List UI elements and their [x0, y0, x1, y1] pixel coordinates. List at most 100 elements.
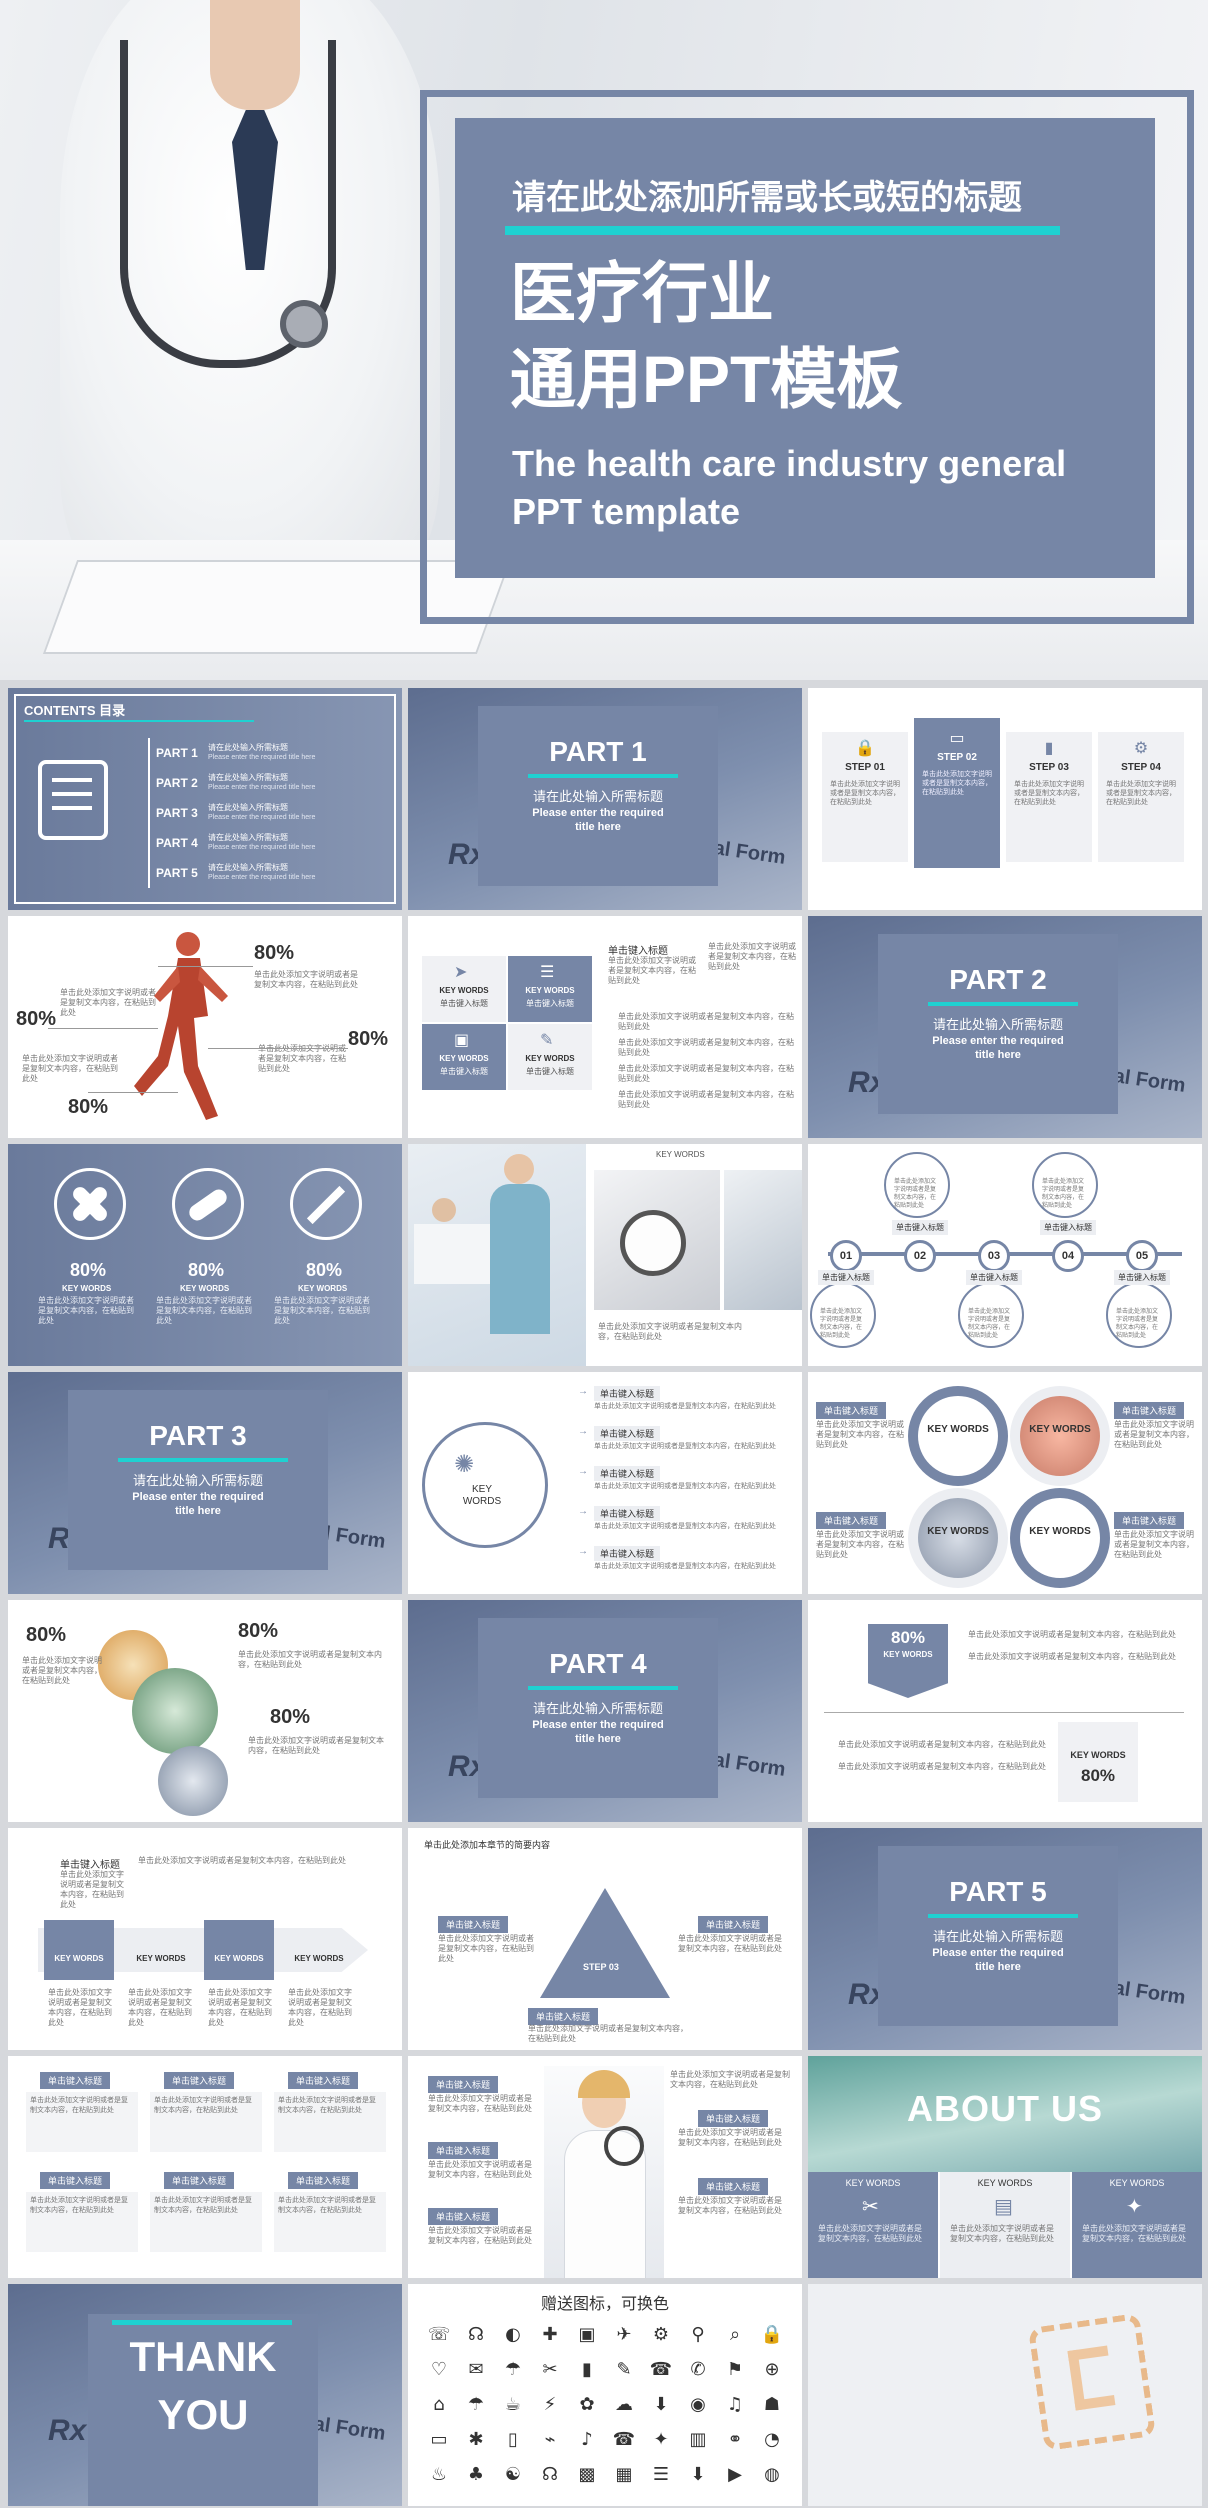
sheet-icon: 🔒 [760, 2324, 784, 2345]
contents-line [24, 720, 254, 722]
sheet-icon: ✆ [690, 2359, 706, 2380]
slide-steps: 🔒 STEP 01 单击此处添加文字说明或者是复制文本内容，在粘贴到此处 ▭ STEP … [808, 688, 1202, 910]
sheet-icon: ⚙ [652, 2324, 670, 2345]
sheet-icon: ✎ [616, 2359, 632, 2380]
contents-divider [148, 738, 150, 888]
sheet-icon: ☂ [504, 2359, 522, 2380]
part-subtitle: 请在此处输入所需标题 [532, 789, 663, 804]
text-1: 单击此处添加文字说明或者是复制文本内容，在粘贴到此处 [254, 970, 358, 989]
hero-frame [420, 90, 1194, 624]
contents-item: PART 3 请在此处输入所需标题 Please enter the require… [156, 803, 316, 821]
grid-cell: 单击键入标题 单击此处添加文字说明或者是复制文本内容，在粘贴到此处 [274, 2172, 386, 2262]
you-text: YOU [157, 2391, 249, 2438]
sheet-icon: ✿ [579, 2394, 595, 2415]
hero-title-line2: 通用PPT模板 [510, 342, 903, 416]
slide-arrow-process: 单击键入标题 单击此处添加文字说明或者是复制文本内容，在粘贴到此处 单击此处添加… [8, 1828, 402, 2050]
sheet-icon: ♫ [726, 2394, 744, 2415]
slide-part-3: Rx Medical Form PART 3 请在此处输入所需标题 Please… [8, 1372, 402, 1594]
sheet-icon: ♨ [430, 2464, 448, 2485]
sheet-icon: ⌕ [729, 2324, 741, 2345]
arrow-icon: → [578, 1466, 588, 1477]
contents-item: PART 5 请在此处输入所需标题 Please enter the require… [156, 863, 316, 881]
part-box: PART 2 请在此处输入所需标题 Please enter the requi… [878, 934, 1118, 1114]
pct-1: 80% [254, 942, 295, 964]
sheet-icon: ♡ [430, 2359, 448, 2380]
slide-keywords-grid: ➤ KEY WORDS 单击键入标题 ☰ KEY WORDS 单击键入标题 ▣ … [408, 916, 802, 1138]
part-box: PART 5 请在此处输入所需标题 Please enter the requi… [878, 1846, 1118, 2026]
timeline-node: 03 [978, 1240, 1010, 1272]
timeline-node: 01 [830, 1240, 862, 1272]
document-icon: ▤ [994, 2196, 1013, 2218]
sheet-icon: ☂ [467, 2394, 485, 2415]
hero-subtitle: 请在此处添加所需或长或短的标题 [512, 179, 1022, 217]
sheet-icon: ☁ [615, 2394, 633, 2415]
grid-cell: 单击键入标题 单击此处添加文字说明或者是复制文本内容，在粘贴到此处 [26, 2072, 138, 2162]
slide-nurse-portrait: 单击键入标题 单击此处添加文字说明或者是复制文本内容，在粘贴到此处 单击键入标题… [408, 2056, 802, 2278]
sheet-icon: ✱ [468, 2429, 484, 2450]
kw-title: 单击键入标题 [608, 946, 668, 957]
pct-3: 80% [348, 1028, 389, 1050]
sheet-icon: ✂ [542, 2359, 558, 2380]
sheet-icon: ♣ [467, 2464, 485, 2485]
kw-box-bottom [1058, 1722, 1138, 1802]
icons-title: 赠送图标，可换色 [540, 2296, 669, 2313]
grid-cell: 单击键入标题 单击此处添加文字说明或者是复制文本内容，在粘贴到此处 [150, 2172, 262, 2262]
sheet-icon: ⌂ [433, 2394, 445, 2415]
hero-title: 医疗行业 通用PPT模板 [510, 250, 902, 422]
timeline-circle: 单击此处添加文字说明或者是复制文本内容，在粘贴到此处 [958, 1282, 1024, 1348]
pen-icon: ✎ [540, 1032, 554, 1049]
operating-room-photo [808, 2056, 1202, 2172]
hero-english-line1: The health care industry general [512, 443, 1067, 484]
sheet-icon: ▥ [689, 2429, 707, 2450]
sheet-icon: ✦ [653, 2429, 669, 2450]
slide-keyword-ring: ✺ KEY WORDS → 单击键入标题 单击此处添加文字说明或者是复制文本内容，在… [408, 1372, 802, 1594]
timeline-node: 02 [904, 1240, 936, 1272]
hero-slide: 请在此处添加所需或长或短的标题 医疗行业 通用PPT模板 The health … [0, 0, 1208, 680]
timeline-node: 05 [1126, 1240, 1158, 1272]
part-line [528, 774, 678, 778]
step-column: ▭ STEP 02 单击此处添加文字说明或者是复制文本内容，在粘贴到此处 [914, 718, 1000, 868]
timeline-label: 单击键入标题 [892, 1220, 948, 1235]
syringe-icon [290, 1168, 362, 1240]
battery-icon: ▮ [1044, 740, 1054, 757]
hero-title-line1: 医疗行业 [510, 256, 774, 330]
contents-item: PART 1 请在此处输入所需标题 Please enter the require… [156, 743, 316, 761]
hero-english-line2: PPT template [512, 491, 741, 532]
contents-list: PART 1 请在此处输入所需标题 Please enter the require… [156, 740, 396, 890]
grid-cell: 单击键入标题 单击此处添加文字说明或者是复制文本内容，在粘贴到此处 [26, 2172, 138, 2262]
sheet-icon: ◉ [690, 2394, 706, 2415]
sheet-icon: ▭ [430, 2429, 448, 2450]
timeline-circle: 单击此处添加文字说明或者是复制文本内容，在粘贴到此处 [884, 1152, 950, 1218]
contents-heading: CONTENTS 目录 [24, 703, 126, 718]
sheet-icon: ☊ [468, 2324, 484, 2345]
lock-icon: 🔒 [855, 740, 875, 757]
slide-lab-photos: 80% 80% 80% 单击此处添加文字说明或者是复制文本内容，在粘贴到此处 单… [8, 1600, 402, 1822]
timeline-node: 04 [1052, 1240, 1084, 1272]
kw-tile-1: ➤ KEY WORDS 单击键入标题 [422, 956, 506, 1022]
lab-photo-3 [158, 1746, 228, 1816]
timeline-circle: 单击此处添加文字说明或者是复制文本内容，在粘贴到此处 [810, 1282, 876, 1348]
steps-row: 🔒 STEP 01 单击此处添加文字说明或者是复制文本内容，在粘贴到此处 ▭ STEP … [808, 688, 1202, 910]
pct-2: 80% [16, 1008, 57, 1030]
sheet-icon: ✉ [468, 2359, 484, 2380]
sheet-icon: ⚑ [726, 2359, 744, 2380]
virus-icon: ✺ [454, 1451, 475, 1478]
slide-icon-sheet: 赠送图标，可换色 ☏ ☊ ◐ ✚ ▣ ✈ ⚙ ⚲ ⌕ 🔒 ♡ ✉ ☂ ✂ ▮ ✎ ☎ ✆ ⚑ ⊕ ⌂ ☂ ☕ ⚡ ✿ ☁ ⬇ ◉ ♫ ☗ ▭… [408, 2284, 802, 2506]
part-box: PART 4 请在此处输入所需标题 Please enter the requi… [478, 1618, 718, 1798]
sheet-icon: ◐ [505, 2324, 521, 2345]
sheet-icon: ♪ [581, 2429, 593, 2450]
grid-cell: 单击键入标题 单击此处添加文字说明或者是复制文本内容，在粘贴到此处 [150, 2072, 262, 2162]
part-title: PART 1 [549, 736, 647, 767]
sheet-icon: ▦ [615, 2464, 633, 2485]
part-en: Please enter the required title here [532, 807, 664, 833]
sheet-icon: ☯ [504, 2464, 522, 2485]
slide-step-triangle: 单击此处添加本章节的简要内容 STEP 01 STEP 02 STEP 03 单… [408, 1828, 802, 2050]
sheet-icon: ⬇ [690, 2464, 706, 2485]
slide-grid-six: 单击键入标题 单击此处添加文字说明或者是复制文本内容，在粘贴到此处 单击键入标题 单击… [8, 2056, 402, 2278]
watermark-area [808, 2284, 1202, 2506]
scissors-icon: ✂ [862, 2196, 879, 2218]
sheet-icon: ☎ [612, 2429, 636, 2450]
grid-cell: 单击键入标题 单击此处添加文字说明或者是复制文本内容，在粘贴到此处 [274, 2072, 386, 2162]
sheet-icon: ✈ [616, 2324, 632, 2345]
ring-list-item: → 单击键入标题 单击此处添加文字说明或者是复制文本内容，在粘贴到此处 [578, 1426, 776, 1450]
